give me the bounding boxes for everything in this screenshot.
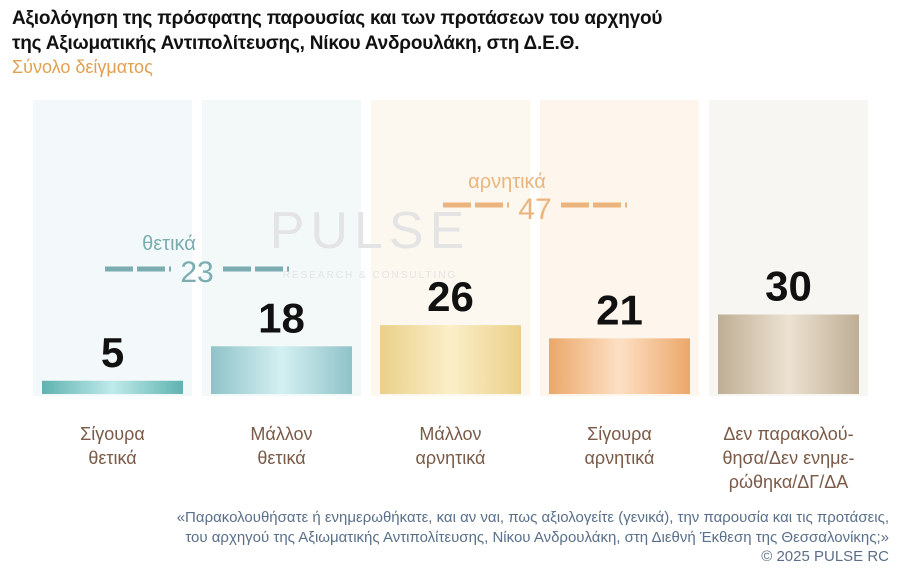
title-line-2: της Αξιωματικής Αντιπολίτευσης, Νίκου Αν… (12, 33, 580, 54)
copyright: © 2025 PULSE RC (761, 548, 889, 565)
bar-value-label: 18 (258, 294, 305, 341)
category-label: Σίγουρα θετικά (80, 424, 145, 468)
group-value: 47 (518, 193, 551, 226)
group-value: 23 (180, 256, 213, 289)
survey-question: «Παρακολουθήσατε ή ενημερωθήκατε, και αν… (29, 508, 889, 548)
bar (211, 346, 352, 394)
pulse-watermark: PULSE RESEARCH & CONSULTING (270, 202, 471, 281)
group-label: θετικά (142, 233, 196, 255)
category-label: Σίγουρα αρνητικά (585, 424, 655, 468)
category-label: Μάλλον θετικά (250, 424, 312, 468)
survey-question-line-1: «Παρακολουθήσατε ή ενημερωθήκατε, και αν… (176, 509, 889, 526)
chart-title: Αξιολόγηση της πρόσφατης παρουσίας και τ… (12, 6, 732, 56)
bar (380, 325, 521, 394)
group-label: αρνητικά (468, 171, 546, 193)
bar (718, 314, 859, 394)
bar-value-label: 21 (596, 286, 643, 333)
bar-value-label: 26 (427, 273, 474, 320)
title-line-1: Αξιολόγηση της πρόσφατης παρουσίας και τ… (12, 8, 663, 29)
column-panel (33, 100, 192, 396)
survey-question-line-2: του αρχηγού της Αξιωματικής Αντιπολίτευσ… (185, 529, 889, 546)
bar (42, 380, 183, 394)
category-label: Δεν παρακολού-θησα/Δεν ενημε-ρώθηκα/ΔΓ/Δ… (722, 424, 854, 492)
bar-value-label: 5 (101, 329, 124, 376)
bar-value-label: 30 (765, 263, 812, 310)
watermark-text: PULSE (270, 202, 471, 260)
category-label: Μάλλον αρνητικά (416, 424, 486, 468)
bar (549, 338, 690, 394)
watermark-subtext: RESEARCH & CONSULTING (283, 270, 458, 281)
chart-subtitle: Σύνολο δείγματος (12, 57, 153, 77)
